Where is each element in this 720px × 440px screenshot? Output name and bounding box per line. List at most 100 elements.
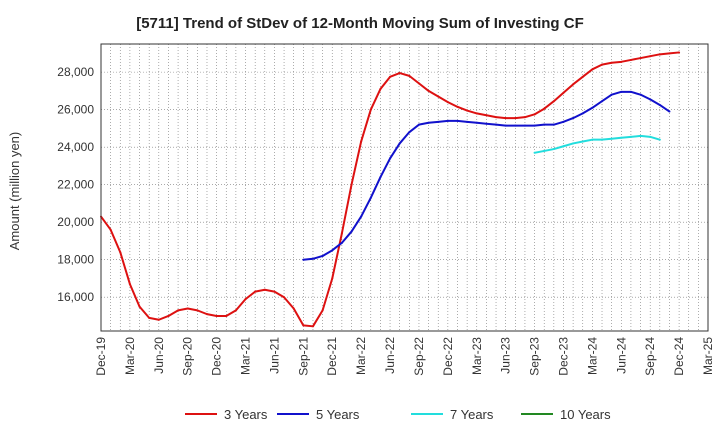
data-point-3-years bbox=[552, 100, 555, 103]
data-point-3-years bbox=[437, 95, 440, 98]
data-point-3-years bbox=[128, 283, 131, 286]
y-tick-label: 28,000 bbox=[57, 65, 94, 79]
x-tick-label: Jun-22 bbox=[383, 337, 397, 374]
y-tick-label: 18,000 bbox=[57, 253, 94, 267]
data-point-3-years bbox=[543, 107, 546, 110]
data-point-3-years bbox=[234, 309, 237, 312]
data-point-3-years bbox=[205, 313, 208, 316]
data-point-3-years bbox=[456, 105, 459, 108]
data-point-5-years bbox=[514, 124, 517, 127]
data-point-5-years bbox=[552, 123, 555, 126]
data-point-3-years bbox=[417, 82, 420, 85]
data-point-5-years bbox=[427, 121, 430, 124]
data-point-3-years bbox=[350, 183, 353, 186]
data-point-3-years bbox=[311, 325, 314, 328]
x-tick-label: Sep-24 bbox=[643, 337, 657, 376]
x-tick-label: Jun-24 bbox=[614, 337, 628, 374]
data-point-3-years bbox=[523, 116, 526, 119]
x-tick-label: Mar-25 bbox=[701, 337, 715, 375]
data-point-5-years bbox=[302, 258, 305, 261]
data-point-5-years bbox=[533, 124, 536, 127]
data-point-3-years bbox=[119, 251, 122, 254]
x-tick-label: Jun-23 bbox=[499, 337, 513, 374]
data-point-3-years bbox=[601, 63, 604, 66]
data-point-3-years bbox=[485, 114, 488, 117]
data-point-3-years bbox=[658, 53, 661, 56]
chart-title: [5711] Trend of StDev of 12-Month Moving… bbox=[136, 15, 584, 32]
data-point-5-years bbox=[562, 120, 565, 123]
data-point-3-years bbox=[167, 314, 170, 317]
y-tick-label: 22,000 bbox=[57, 178, 94, 192]
data-point-5-years bbox=[591, 106, 594, 109]
data-point-5-years bbox=[446, 119, 449, 122]
data-point-3-years bbox=[340, 232, 343, 235]
series-line-5-years bbox=[303, 90, 671, 261]
data-point-3-years bbox=[514, 117, 517, 120]
data-point-7-years bbox=[629, 135, 632, 138]
data-point-3-years bbox=[591, 68, 594, 71]
data-point-5-years bbox=[408, 131, 411, 134]
data-point-5-years bbox=[629, 90, 632, 93]
legend-label-7-years: 7 Years bbox=[450, 407, 494, 422]
data-point-3-years bbox=[292, 307, 295, 310]
data-point-3-years bbox=[225, 314, 228, 317]
data-point-5-years bbox=[581, 112, 584, 115]
data-point-3-years bbox=[369, 108, 372, 111]
data-point-5-years bbox=[504, 124, 507, 127]
x-tick-label: Mar-20 bbox=[123, 337, 137, 375]
data-point-3-years bbox=[581, 75, 584, 78]
data-point-3-years bbox=[321, 309, 324, 312]
data-point-3-years bbox=[427, 89, 430, 92]
data-point-3-years bbox=[196, 309, 199, 312]
series-layer bbox=[100, 51, 681, 328]
data-point-3-years bbox=[620, 60, 623, 63]
x-tick-label: Dec-22 bbox=[441, 337, 455, 376]
legend-label-10-years: 10 Years bbox=[560, 407, 611, 422]
x-tick-label: Sep-23 bbox=[528, 337, 542, 376]
x-tick-label: Jun-21 bbox=[267, 337, 281, 374]
data-point-5-years bbox=[485, 122, 488, 125]
y-tick-label: 16,000 bbox=[57, 290, 94, 304]
data-point-3-years bbox=[678, 51, 681, 54]
data-point-3-years bbox=[629, 58, 632, 61]
data-point-7-years bbox=[581, 140, 584, 143]
data-point-7-years bbox=[649, 135, 652, 138]
data-point-3-years bbox=[562, 91, 565, 94]
y-tick-label: 24,000 bbox=[57, 140, 94, 154]
data-point-3-years bbox=[389, 75, 392, 78]
y-axis-label: Amount (million yen) bbox=[7, 132, 22, 251]
x-tick-label: Mar-21 bbox=[239, 337, 253, 375]
data-point-5-years bbox=[350, 230, 353, 233]
data-point-3-years bbox=[273, 290, 276, 293]
data-point-5-years bbox=[331, 249, 334, 252]
data-point-3-years bbox=[475, 112, 478, 115]
data-point-3-years bbox=[408, 74, 411, 77]
data-point-7-years bbox=[601, 138, 604, 141]
data-point-5-years bbox=[475, 121, 478, 124]
x-axis: Dec-19 Mar-20 Jun-20 Sep-20 Dec-20 Mar-21 Jun-… bbox=[94, 337, 715, 376]
x-tick-label: Dec-20 bbox=[210, 337, 224, 376]
data-point-7-years bbox=[552, 148, 555, 151]
data-point-5-years bbox=[369, 196, 372, 199]
data-point-3-years bbox=[572, 83, 575, 86]
data-point-5-years bbox=[658, 103, 661, 106]
data-point-7-years bbox=[610, 137, 613, 140]
data-point-3-years bbox=[379, 88, 382, 91]
legend: 3 Years 5 Years 7 Years 10 Years bbox=[185, 407, 611, 422]
data-point-5-years bbox=[360, 215, 363, 218]
data-point-3-years bbox=[639, 57, 642, 60]
x-tick-label: Sep-21 bbox=[296, 337, 310, 376]
data-point-3-years bbox=[138, 305, 141, 308]
x-tick-label: Mar-24 bbox=[585, 337, 599, 375]
data-point-5-years bbox=[456, 119, 459, 122]
data-point-3-years bbox=[157, 318, 160, 321]
data-point-5-years bbox=[572, 117, 575, 120]
data-point-7-years bbox=[639, 134, 642, 137]
data-point-5-years bbox=[389, 157, 392, 160]
data-point-3-years bbox=[215, 314, 218, 317]
x-tick-label: Dec-19 bbox=[94, 337, 108, 376]
data-point-3-years bbox=[668, 52, 671, 55]
data-point-3-years bbox=[398, 72, 401, 75]
data-point-3-years bbox=[148, 316, 151, 319]
